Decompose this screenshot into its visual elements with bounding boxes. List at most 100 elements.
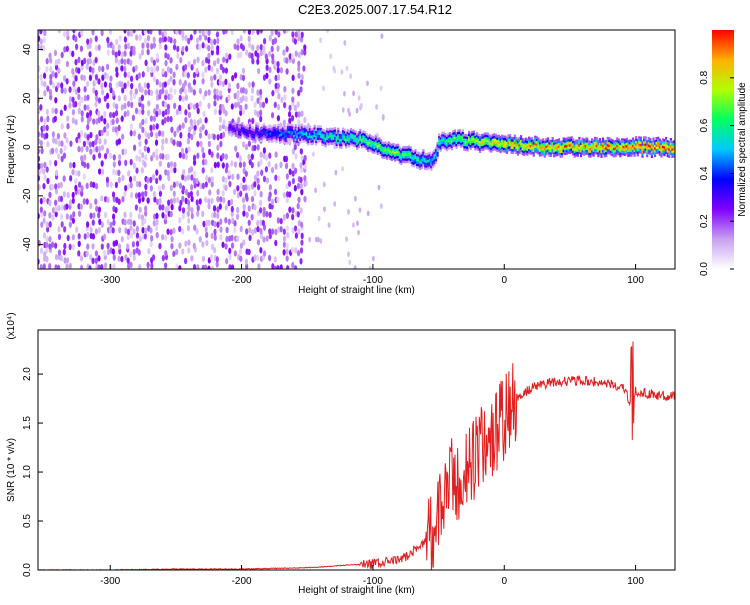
heatmap-cell bbox=[285, 255, 289, 262]
heatmap-cell bbox=[175, 263, 179, 269]
heatmap-cell bbox=[144, 183, 148, 191]
bottom-xtick-label: -300 bbox=[100, 576, 120, 587]
heatmap-cell bbox=[169, 67, 173, 75]
heatmap-cell bbox=[611, 144, 614, 147]
heatmap-cell bbox=[434, 158, 438, 162]
heatmap-cell bbox=[275, 140, 278, 143]
heatmap-cell bbox=[46, 226, 50, 233]
heatmap-cell bbox=[644, 143, 647, 147]
heatmap-cell bbox=[472, 142, 475, 146]
heatmap-cell bbox=[172, 71, 176, 78]
heatmap-cell bbox=[221, 175, 226, 183]
heatmap-cell bbox=[280, 138, 283, 141]
heatmap-cell bbox=[464, 136, 468, 139]
heatmap-cell bbox=[363, 145, 367, 149]
heatmap-cell bbox=[349, 73, 353, 80]
heatmap-cell bbox=[475, 139, 479, 142]
heatmap-cell bbox=[622, 153, 625, 156]
heatmap-cell bbox=[135, 232, 140, 239]
heatmap-cell bbox=[94, 138, 98, 146]
heatmap-cell bbox=[334, 141, 337, 145]
heatmap-cell bbox=[103, 211, 108, 219]
heatmap-cell bbox=[348, 130, 351, 133]
heatmap-cell bbox=[106, 41, 111, 49]
heatmap-cell bbox=[456, 129, 460, 133]
heatmap-cell bbox=[132, 66, 136, 73]
heatmap-cell bbox=[176, 45, 180, 53]
heatmap-cell bbox=[225, 52, 229, 59]
heatmap-cell bbox=[608, 137, 611, 140]
heatmap-cell bbox=[43, 161, 47, 169]
heatmap-cell bbox=[282, 127, 285, 130]
heatmap-cell bbox=[357, 135, 360, 139]
heatmap-cell bbox=[414, 158, 417, 162]
heatmap-cell bbox=[578, 149, 581, 152]
heatmap-cell bbox=[218, 90, 223, 97]
heatmap-cell bbox=[526, 143, 529, 146]
heatmap-cell bbox=[294, 31, 298, 38]
heatmap-cell bbox=[274, 228, 278, 236]
heatmap-cell bbox=[628, 151, 631, 155]
heatmap-cell bbox=[218, 108, 222, 116]
heatmap-cell bbox=[526, 150, 529, 154]
heatmap-cell bbox=[129, 232, 133, 239]
heatmap-cell bbox=[77, 240, 81, 247]
heatmap-cell bbox=[441, 131, 444, 135]
heatmap-cell bbox=[187, 239, 191, 246]
heatmap-cell bbox=[534, 147, 537, 151]
heatmap-cell bbox=[49, 66, 53, 73]
heatmap-cell bbox=[297, 118, 301, 126]
heatmap-cell bbox=[158, 130, 162, 137]
heatmap-cell bbox=[108, 111, 113, 119]
heatmap-cell bbox=[406, 153, 409, 156]
heatmap-cell bbox=[663, 143, 666, 147]
heatmap-cell bbox=[296, 128, 299, 131]
heatmap-cell bbox=[546, 137, 550, 140]
bottom-ytick-label: 2.0 bbox=[22, 367, 33, 381]
heatmap-cell bbox=[512, 146, 515, 150]
heatmap-cell bbox=[288, 126, 291, 129]
heatmap-cell bbox=[108, 30, 113, 35]
heatmap-cell bbox=[185, 45, 189, 52]
heatmap-cell bbox=[152, 151, 156, 158]
heatmap-cell bbox=[143, 145, 147, 152]
heatmap-cell bbox=[256, 89, 260, 96]
heatmap-cell bbox=[603, 155, 606, 158]
heatmap-cell bbox=[646, 142, 649, 146]
heatmap-cell bbox=[230, 160, 234, 167]
heatmap-cell bbox=[270, 125, 274, 129]
heatmap-cell bbox=[86, 243, 90, 250]
heatmap-cell bbox=[170, 126, 174, 133]
heatmap-cell bbox=[228, 128, 231, 132]
heatmap-cell bbox=[264, 133, 267, 137]
heatmap-cell bbox=[323, 138, 326, 142]
heatmap-cell bbox=[523, 138, 526, 142]
heatmap-cell bbox=[155, 52, 160, 60]
heatmap-cell bbox=[307, 138, 310, 141]
heatmap-cell bbox=[605, 147, 608, 150]
heatmap-cell bbox=[370, 144, 373, 148]
heatmap-cell bbox=[308, 125, 312, 129]
heatmap-cell bbox=[38, 184, 41, 191]
heatmap-cell bbox=[609, 143, 613, 146]
heatmap-cell bbox=[373, 141, 376, 145]
heatmap-cell bbox=[423, 162, 427, 165]
heatmap-cell bbox=[235, 151, 240, 159]
heatmap-cell bbox=[583, 146, 586, 149]
heatmap-cell bbox=[549, 154, 553, 158]
heatmap-cell bbox=[565, 137, 568, 140]
heatmap-cell bbox=[562, 139, 565, 143]
heatmap-cell bbox=[573, 150, 576, 153]
heatmap-cell bbox=[554, 146, 557, 150]
heatmap-cell bbox=[564, 142, 567, 146]
heatmap-cell bbox=[400, 160, 403, 163]
heatmap-cell bbox=[379, 141, 382, 145]
heatmap-cell bbox=[189, 102, 193, 109]
heatmap-cell bbox=[252, 128, 255, 131]
heatmap-cell bbox=[357, 229, 360, 236]
heatmap-cell bbox=[381, 148, 384, 152]
heatmap-cell bbox=[149, 185, 153, 192]
heatmap-cell bbox=[453, 141, 457, 145]
heatmap-cell bbox=[652, 142, 655, 145]
heatmap-cell bbox=[661, 152, 665, 156]
